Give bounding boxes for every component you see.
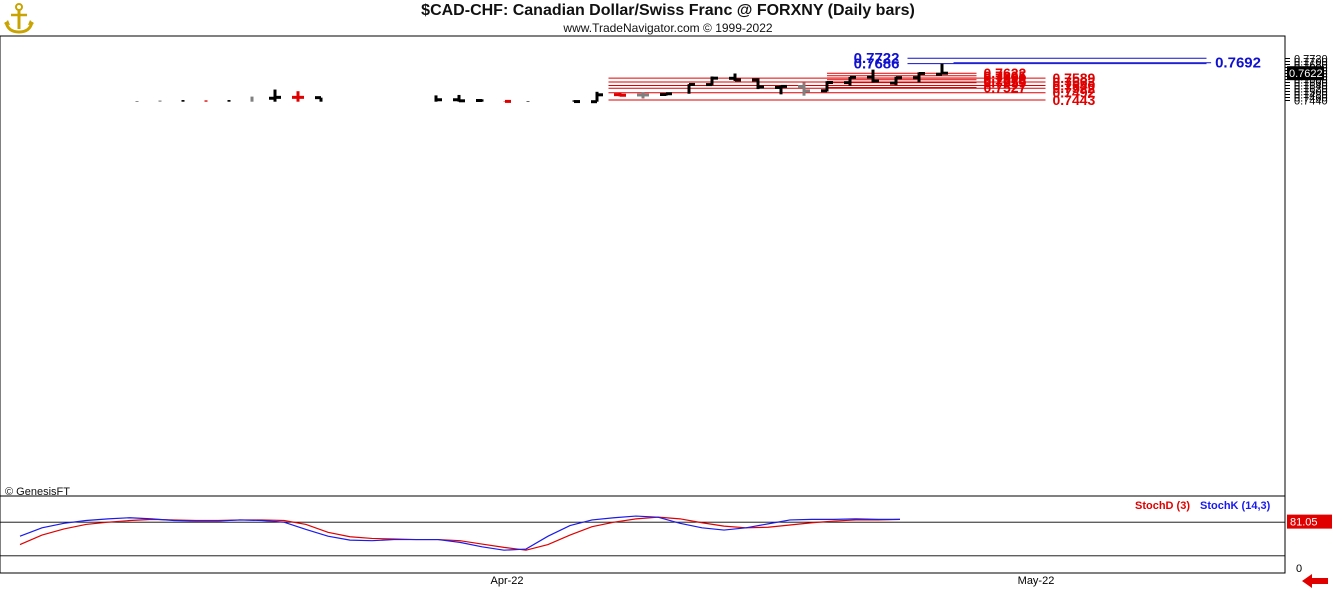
fib-level-label: 0.7622	[984, 65, 1027, 81]
last-price-value: 0.7622	[1289, 68, 1323, 80]
fib-level-label: 0.7443	[1053, 92, 1096, 108]
chart-subtitle: www.TradeNavigator.com © 1999-2022	[563, 21, 773, 35]
stoch-zero-label: 0	[1296, 563, 1302, 575]
fib-level-label: 0.7540	[1053, 78, 1096, 94]
y-tick-label: 0.7720	[1294, 54, 1328, 66]
y-tick-label: 0.7540	[1294, 81, 1328, 93]
data-credit: © GenesisFT	[5, 486, 70, 498]
price-panel-frame	[0, 35, 1286, 497]
fib-level-label: 0.7722	[854, 50, 900, 67]
last-price-tag: 0.7622	[1287, 66, 1324, 81]
date-axis: Apr-22 May-22	[490, 575, 1054, 587]
stoch-k-line	[19, 515, 900, 551]
y-tick-label: 0.7460	[1294, 93, 1328, 105]
y-tick-label: 0.7440	[1294, 96, 1328, 108]
y-tick-label: 0.7560	[1294, 78, 1328, 90]
last-price-box	[1287, 66, 1324, 81]
stochastic-panel: 81.05 0	[0, 514, 1332, 575]
x-axis-label: Apr-22	[490, 575, 523, 587]
y-tick-label: 0.7520	[1294, 84, 1328, 96]
chart-title: $CAD-CHF: Canadian Dollar/Swiss Franc @ …	[421, 2, 915, 19]
scroll-left-arrow-icon[interactable]	[1300, 573, 1330, 589]
stoch-value-box	[1287, 514, 1332, 529]
y-tick-label: 0.7700	[1294, 57, 1328, 69]
fib-level-label: 0.7527	[984, 79, 1027, 95]
price-bars	[135, 63, 948, 104]
fib-level-label: 0.7578	[984, 72, 1027, 88]
anchor-logo-icon	[4, 3, 34, 34]
x-axis-label: May-22	[1018, 575, 1055, 587]
price-axis: 0.74400.74600.74800.75000.75200.75400.75…	[1285, 54, 1328, 108]
fib-level-label: 0.7492	[1053, 85, 1096, 101]
fib-level-label: 0.7605	[984, 68, 1027, 84]
stoch-d-legend: StochD (3)	[1135, 500, 1190, 512]
fib-level-label: 0.7563	[1053, 74, 1096, 90]
y-tick-label: 0.7480	[1294, 90, 1328, 102]
fib-level-label: 0.7686	[854, 56, 900, 73]
fib-level-label: 0.7692	[1215, 55, 1261, 72]
stoch-k-legend: StochK (14,3)	[1200, 500, 1271, 512]
stoch-value-label: 81.05	[1290, 517, 1318, 529]
fib-level-label: 0.7522	[1053, 80, 1096, 96]
y-tick-label: 0.7500	[1294, 87, 1328, 99]
fib-level-label: 0.7589	[1053, 70, 1096, 86]
indicator-panel-frame	[0, 495, 1286, 574]
fib-level-label: 0.7559	[984, 75, 1027, 91]
